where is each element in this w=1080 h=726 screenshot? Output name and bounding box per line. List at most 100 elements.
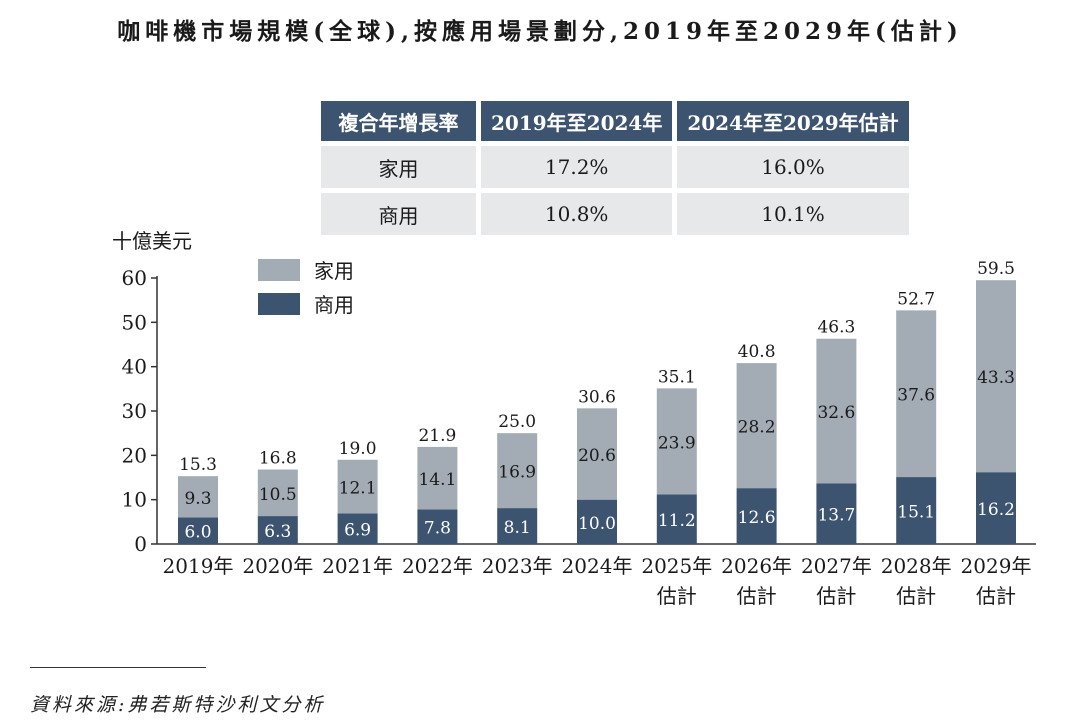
data-label-home: 12.1 [339, 479, 377, 499]
source-divider [30, 667, 206, 668]
cagr-row-label: 家用 [321, 146, 476, 188]
bar-home [577, 408, 617, 500]
y-tick-label: 0 [134, 532, 147, 556]
y-tick-label: 50 [122, 310, 147, 334]
cagr-row-home: 家用 17.2% 16.0% [321, 146, 909, 188]
cagr-value: 16.0% [677, 146, 909, 188]
x-tick-label: 2025年 [641, 554, 712, 578]
data-label-total: 19.0 [339, 439, 377, 459]
bar-commercial [417, 509, 458, 544]
x-tick-label: 2027年 [801, 554, 872, 578]
legend-label: 家用 [314, 259, 354, 283]
bar-home [257, 469, 298, 517]
data-label-home: 37.6 [897, 386, 935, 406]
bar-home [337, 459, 378, 514]
x-tick-label: 估計 [737, 584, 777, 608]
x-tick-label: 2024年 [562, 554, 633, 578]
bar-home [816, 338, 857, 484]
cagr-header-label: 複合年增長率 [321, 101, 476, 141]
data-label-total: 16.8 [259, 449, 297, 469]
x-tick-label: 2029年 [961, 554, 1032, 578]
y-tick-label: 20 [122, 443, 147, 467]
data-label-commercial: 15.1 [897, 503, 935, 523]
cagr-row-commercial: 商用 10.8% 10.1% [321, 193, 909, 235]
data-label-total: 15.3 [179, 455, 217, 475]
bar-home [656, 388, 697, 495]
legend-swatch [258, 293, 300, 315]
bar-commercial [178, 517, 218, 544]
x-tick-label: 2019年 [163, 554, 234, 578]
data-label-home: 9.3 [184, 489, 211, 509]
data-label-home: 43.3 [977, 368, 1015, 388]
legend-label: 商用 [314, 293, 354, 317]
cagr-value: 10.1% [677, 193, 909, 235]
bar-commercial [577, 499, 617, 544]
data-label-commercial: 6.0 [184, 523, 211, 543]
y-tick-label: 30 [122, 399, 147, 423]
data-label-total: 25.0 [498, 412, 536, 432]
data-label-commercial: 6.9 [344, 521, 371, 541]
data-label-total: 35.1 [658, 367, 696, 387]
data-label-total: 21.9 [418, 426, 456, 446]
y-axis-label: 十億美元 [112, 229, 192, 253]
data-label-home: 28.2 [738, 418, 776, 438]
bar-commercial [976, 472, 1016, 544]
data-label-commercial: 7.8 [424, 519, 451, 539]
x-tick-label: 2023年 [482, 554, 553, 578]
y-tick-label: 40 [122, 355, 147, 379]
data-label-home: 14.1 [418, 470, 456, 490]
data-label-commercial: 6.3 [264, 522, 291, 542]
data-label-home: 10.5 [259, 485, 297, 505]
bar-commercial [337, 513, 378, 544]
x-tick-label: 估計 [976, 584, 1016, 608]
y-tick-label: 60 [122, 266, 147, 290]
data-label-home: 23.9 [658, 433, 696, 453]
bar-commercial [736, 488, 777, 544]
cagr-value: 17.2% [481, 146, 673, 188]
x-tick-label: 2028年 [881, 554, 952, 578]
x-tick-label: 2022年 [402, 554, 473, 578]
data-label-home: 20.6 [578, 446, 616, 466]
source-note: 資料來源:弗若斯特沙利文分析 [30, 694, 326, 716]
data-label-total: 59.5 [977, 259, 1015, 279]
data-label-total: 46.3 [817, 318, 855, 338]
bar-home [497, 433, 538, 509]
cagr-header-period-2: 2024年至2029年估計 [677, 101, 909, 141]
x-tick-label: 2026年 [721, 554, 792, 578]
bar-home [976, 280, 1016, 473]
bar-home [736, 363, 777, 489]
x-tick-label: 估計 [657, 584, 697, 608]
bar-commercial [257, 516, 298, 544]
bar-home [896, 310, 937, 478]
data-label-commercial: 16.2 [977, 500, 1015, 520]
cagr-value: 10.8% [481, 193, 673, 235]
chart-title: 咖啡機市場規模(全球),按應用場景劃分,2019年至2029年(估計) [117, 18, 963, 45]
x-tick-label: 估計 [816, 584, 856, 608]
data-label-home: 16.9 [498, 463, 536, 483]
data-label-commercial: 8.1 [504, 518, 531, 538]
data-label-commercial: 10.0 [578, 514, 616, 534]
bar-home [417, 446, 458, 510]
cagr-header-period-1: 2019年至2024年 [481, 101, 673, 141]
data-label-commercial: 11.2 [658, 511, 696, 531]
bar-commercial [656, 494, 697, 544]
x-tick-label: 估計 [896, 584, 936, 608]
legend-swatch [258, 259, 300, 281]
data-label-total: 52.7 [897, 289, 935, 309]
cagr-table: 複合年增長率 2019年至2024年 2024年至2029年估計 家用 17.2… [316, 96, 914, 240]
x-tick-label: 2021年 [322, 554, 393, 578]
bar-commercial [497, 508, 538, 544]
bar-commercial [896, 477, 937, 544]
data-label-commercial: 13.7 [817, 506, 855, 526]
data-label-total: 30.6 [578, 387, 616, 407]
cagr-row-label: 商用 [321, 193, 476, 235]
bar-commercial [816, 483, 857, 544]
data-label-total: 40.8 [738, 342, 776, 362]
data-label-commercial: 12.6 [738, 508, 776, 528]
data-label-home: 32.6 [817, 403, 855, 423]
cagr-header-row: 複合年增長率 2019年至2024年 2024年至2029年估計 [321, 101, 909, 141]
x-tick-label: 2020年 [242, 554, 313, 578]
y-tick-label: 10 [122, 488, 147, 512]
bar-home [178, 476, 218, 518]
